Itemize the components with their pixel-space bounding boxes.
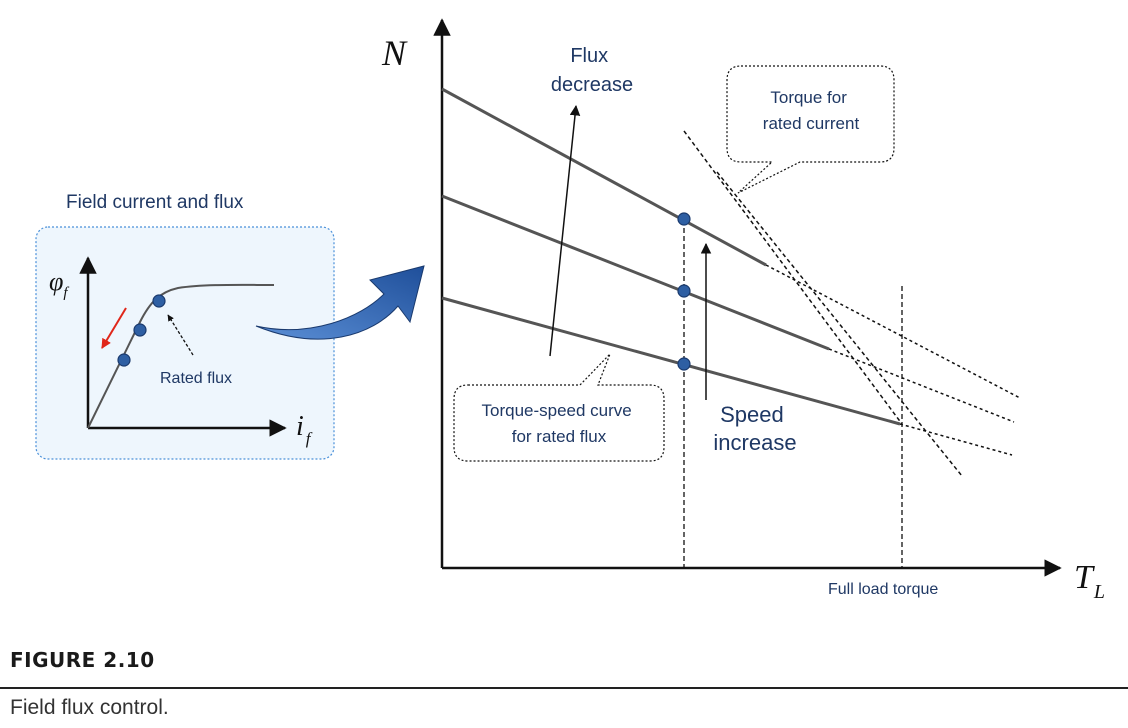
operating-point-bottom bbox=[677, 357, 691, 371]
flux-decrease-line1: Flux bbox=[570, 45, 608, 67]
rated-current-limit-a bbox=[683, 130, 903, 425]
torque-speed-ext-top bbox=[765, 264, 1021, 399]
operating-point-mid bbox=[677, 284, 691, 298]
rated-flux-callout-box bbox=[453, 353, 665, 462]
magnetization-curve bbox=[87, 283, 275, 429]
inset-panel bbox=[35, 226, 335, 460]
inset-x-symbol: i bbox=[296, 411, 304, 442]
main-x-subscript: L bbox=[1093, 581, 1105, 603]
rated-current-line1: Torque for bbox=[770, 88, 847, 107]
torque-speed-ext-bottom bbox=[899, 423, 1013, 456]
figure-caption: Field flux control. bbox=[10, 696, 169, 719]
rated-flux-callout-text: Torque-speed curve for rated flux bbox=[482, 401, 637, 446]
torque-speed-line-top bbox=[441, 87, 767, 267]
rated-flux-line2: for rated flux bbox=[512, 427, 607, 446]
speed-increase-line2: increase bbox=[713, 430, 796, 455]
rated-current-callout-text: Torque for rated current bbox=[763, 88, 860, 133]
flux-reduction-red-arrow bbox=[101, 307, 127, 349]
flux-decrease-label: Flux decrease bbox=[551, 45, 633, 96]
torque-speed-line-mid bbox=[441, 194, 830, 351]
rated-flux-pointer-arrow bbox=[167, 314, 194, 356]
rated-current-limit-b bbox=[716, 171, 963, 477]
torque-speed-line-bottom bbox=[441, 296, 901, 426]
big-curved-arrow bbox=[255, 265, 425, 340]
inset-y-symbol: φ bbox=[49, 267, 63, 296]
inset-title: Field current and flux bbox=[66, 192, 244, 213]
speed-increase-label: Speed increase bbox=[713, 402, 796, 455]
main-x-symbol: T bbox=[1074, 559, 1095, 596]
flux-decrease-arrow bbox=[549, 104, 581, 357]
inset-y-subscript: f bbox=[63, 285, 69, 301]
rated-flux-label: Rated flux bbox=[160, 370, 232, 387]
figure-label: FIGURE 2.10 bbox=[10, 648, 155, 672]
rated-current-line2: rated current bbox=[763, 114, 860, 133]
main-x-axis-label: TL bbox=[1074, 559, 1105, 603]
rated-flux-line1: Torque-speed curve bbox=[482, 401, 632, 420]
inset-point-rated bbox=[152, 294, 166, 308]
main-torque-speed-chart: N TL Flux decrease Speed inc bbox=[381, 18, 1105, 603]
rated-current-callout-box bbox=[726, 65, 895, 194]
inset-point-low bbox=[117, 353, 131, 367]
inset-x-subscript: f bbox=[306, 429, 313, 448]
flux-decrease-line2: decrease bbox=[551, 74, 633, 96]
operating-point-top bbox=[677, 212, 691, 226]
inset-point-mid bbox=[133, 323, 147, 337]
inset-y-axis-label: φf bbox=[49, 267, 69, 301]
main-y-axis-label: N bbox=[381, 33, 408, 73]
full-load-torque-label: Full load torque bbox=[828, 581, 938, 598]
speed-increase-line1: Speed bbox=[720, 402, 784, 427]
figure-rule bbox=[0, 687, 1128, 689]
